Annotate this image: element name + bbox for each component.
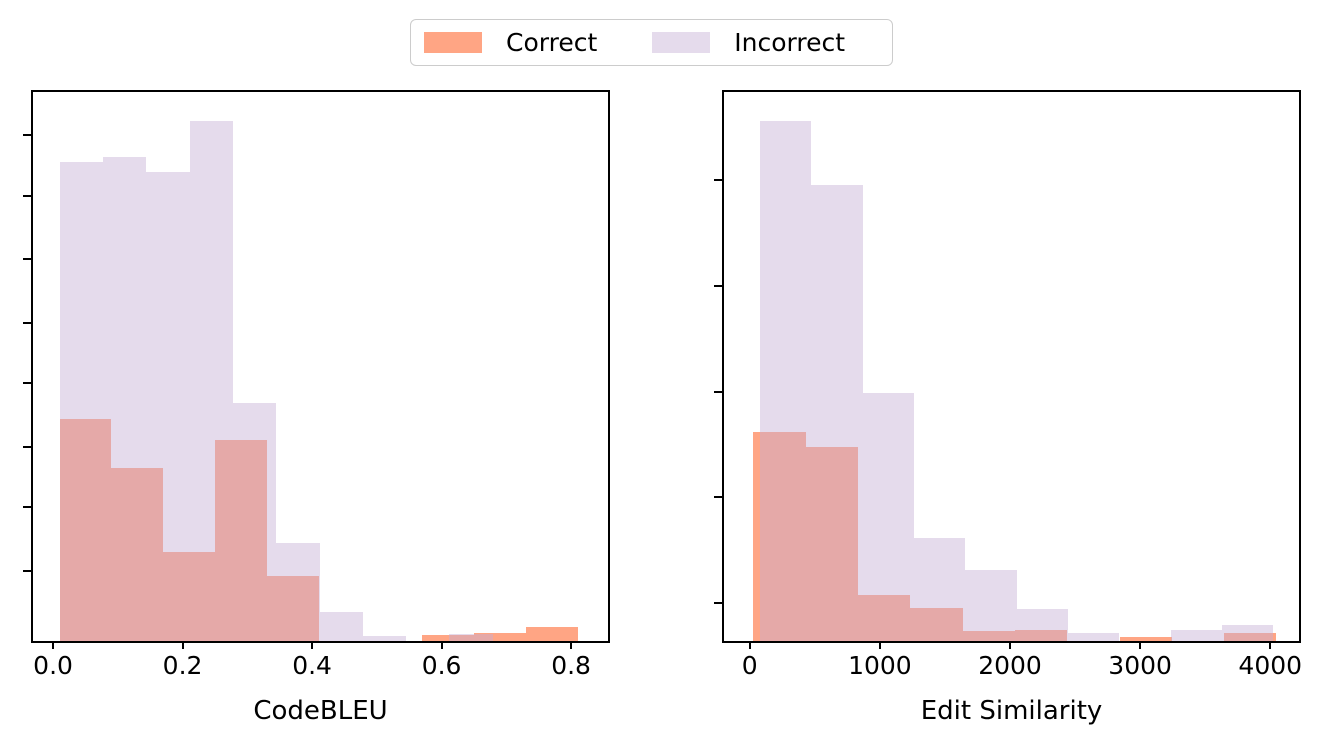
y-tick	[23, 506, 31, 509]
y-tick	[714, 284, 722, 287]
histogram-bar-correct	[753, 432, 806, 641]
x-tick	[570, 641, 573, 649]
histogram-bar-correct	[266, 575, 319, 641]
histogram-bar-incorrect	[146, 172, 190, 641]
y-tick	[714, 496, 722, 499]
histogram-bar-correct	[473, 633, 526, 641]
histogram-bar-incorrect	[1221, 625, 1274, 641]
histogram-bar-incorrect	[102, 156, 147, 641]
histogram-bar-correct	[525, 627, 578, 641]
x-tick-label: 0.2	[162, 651, 203, 680]
y-tick	[23, 381, 31, 384]
y-tick	[23, 258, 31, 261]
histogram-bar-incorrect	[59, 162, 103, 641]
histogram-bar-incorrect	[1170, 630, 1222, 641]
x-axis-label-codebleu: CodeBLEU	[253, 696, 388, 726]
legend-swatch-correct	[424, 32, 482, 53]
x-tick	[1139, 641, 1142, 649]
legend-swatch-incorrect	[652, 32, 711, 53]
histogram-bar-incorrect	[760, 120, 812, 641]
histogram-bar-correct	[910, 608, 963, 641]
x-tick	[1269, 641, 1272, 649]
plot-area-edit-similarity	[724, 92, 1299, 641]
legend-item-correct: Correct	[424, 30, 597, 55]
x-tick	[311, 641, 314, 649]
histogram-bar-correct	[1224, 632, 1277, 641]
y-tick	[714, 390, 722, 393]
x-tick	[878, 641, 881, 649]
legend-label-incorrect: Incorrect	[734, 28, 846, 57]
x-tick	[748, 641, 751, 649]
histogram-bar-incorrect	[233, 402, 277, 641]
y-tick	[23, 446, 31, 449]
x-tick	[440, 641, 443, 649]
histogram-bar-correct	[59, 418, 112, 641]
x-axis-label-edit-similarity: Edit Similarity	[920, 696, 1103, 726]
histogram-bar-incorrect	[811, 185, 863, 641]
histogram-bar-incorrect	[276, 542, 320, 641]
y-tick	[23, 133, 31, 136]
histogram-bar-correct	[422, 634, 474, 641]
histogram-bar-correct	[1119, 637, 1172, 641]
y-tick	[23, 195, 31, 198]
y-tick	[23, 321, 31, 324]
histogram-bar-correct	[858, 595, 911, 641]
x-tick-label: 1000	[848, 651, 912, 680]
histogram-bar-incorrect	[1067, 633, 1120, 641]
histogram-bar-incorrect	[362, 636, 406, 641]
histogram-bar-incorrect	[862, 392, 914, 641]
histogram-bar-incorrect	[189, 120, 234, 641]
histogram-bar-correct	[163, 551, 215, 641]
y-tick	[714, 602, 722, 605]
histogram-bar-correct	[111, 468, 164, 641]
legend-item-incorrect: Incorrect	[652, 30, 845, 55]
x-tick-label: 0.6	[421, 651, 462, 680]
plot-area-codebleu	[33, 92, 608, 641]
x-tick	[1009, 641, 1011, 649]
histogram-bar-correct	[1014, 630, 1068, 641]
x-tick-label: 0.4	[292, 651, 332, 680]
histogram-bar-incorrect	[449, 633, 493, 641]
x-tick	[52, 641, 55, 649]
x-tick-label: 3000	[1108, 651, 1172, 680]
plot-edit-similarity: Edit Similarity 0 1000 2000 3000 4000	[714, 90, 1302, 726]
histogram-bar-correct	[962, 631, 1015, 641]
histogram-bar-incorrect	[913, 537, 966, 641]
legend-label-correct: Correct	[506, 28, 598, 57]
x-tick-label: 0	[741, 651, 758, 680]
x-tick-label: 2000	[978, 651, 1042, 680]
x-tick	[181, 641, 184, 649]
histogram-bar-incorrect	[319, 612, 363, 641]
x-tick-label: 0.0	[33, 651, 73, 680]
x-tick-label: 0.8	[551, 651, 591, 680]
histogram-bar-incorrect	[965, 569, 1017, 641]
y-tick	[714, 179, 722, 182]
plot-codebleu: CodeBLEU 0.0 0.2 0.4 0.6 0.8	[23, 90, 610, 726]
histogram-bar-correct	[805, 447, 858, 641]
x-tick-label: 4000	[1238, 651, 1303, 680]
histogram-bar-correct	[214, 439, 267, 641]
legend: Correct Incorrect	[410, 19, 893, 66]
y-tick	[23, 569, 31, 572]
histogram-bar-incorrect	[1016, 609, 1068, 641]
